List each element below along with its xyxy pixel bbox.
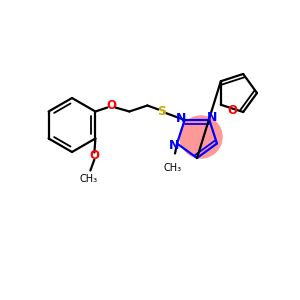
Text: O: O (89, 149, 99, 162)
Text: S: S (157, 105, 166, 118)
Text: N: N (176, 112, 186, 124)
Text: N: N (169, 139, 179, 152)
Text: O: O (227, 104, 237, 117)
Circle shape (180, 116, 222, 158)
Text: CH₃: CH₃ (164, 164, 182, 173)
Text: O: O (106, 99, 116, 112)
Text: CH₃: CH₃ (79, 175, 98, 184)
Text: N: N (207, 110, 218, 124)
